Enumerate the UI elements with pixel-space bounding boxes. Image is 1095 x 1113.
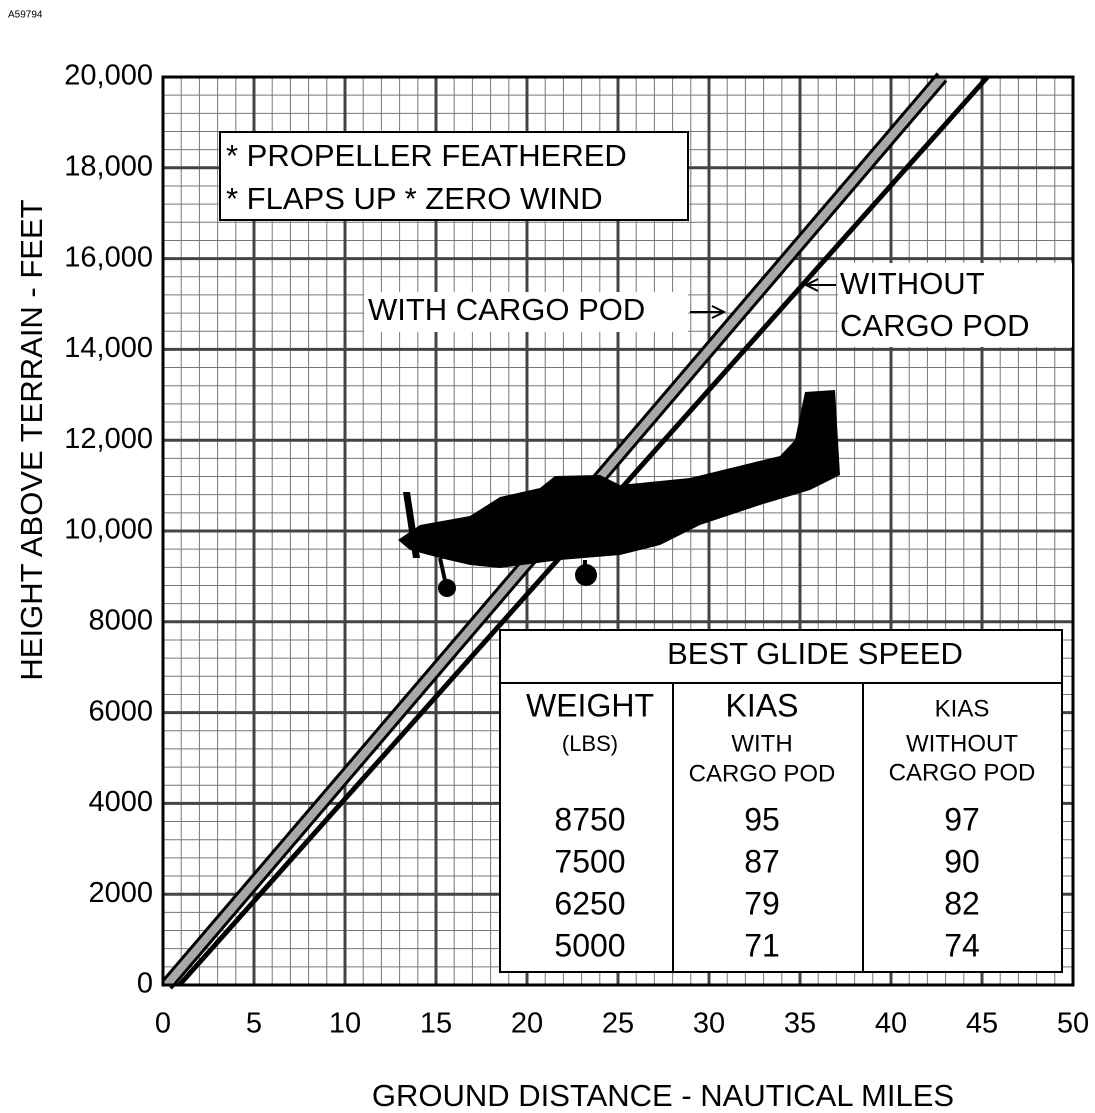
table-cell: 90 xyxy=(944,843,980,879)
table-header: WITHOUT xyxy=(906,730,1018,757)
table-cell: 74 xyxy=(944,927,980,963)
x-tick-label: 40 xyxy=(875,1008,907,1040)
y-axis-label: HEIGHT ABOVE TERRAIN - FEET xyxy=(14,199,49,680)
table-header: WITH xyxy=(731,730,792,757)
x-tick-label: 35 xyxy=(784,1008,816,1040)
y-tick-label: 4000 xyxy=(88,786,153,818)
y-tick-label: 16,000 xyxy=(64,241,153,273)
y-tick-label: 0 xyxy=(137,968,153,1000)
table-cell: 8750 xyxy=(554,801,625,837)
table-header: KIAS xyxy=(935,695,990,722)
wheel xyxy=(575,564,597,586)
x-axis-label: GROUND DISTANCE - NAUTICAL MILES xyxy=(372,1078,954,1113)
wheel xyxy=(438,579,456,597)
note: * FLAPS UP * ZERO WIND xyxy=(226,181,603,216)
table-cell: 7500 xyxy=(554,843,625,879)
glide-table: BEST GLIDE SPEED WEIGHT (LBS) KIAS WITH CARG… xyxy=(500,630,1062,972)
table-header: (LBS) xyxy=(562,731,618,756)
x-tick-label: 45 xyxy=(966,1008,998,1040)
chart: A59794 HEIGHT ABOVE TERRAIN - FEET GROUN… xyxy=(0,0,1095,1113)
table-cell: 95 xyxy=(744,801,780,837)
page: A59794 HEIGHT ABOVE TERRAIN - FEET GROUN… xyxy=(0,0,1095,1113)
x-tick-label: 25 xyxy=(602,1008,634,1040)
x-tick-label: 10 xyxy=(329,1008,361,1040)
table-header: CARGO POD xyxy=(689,760,836,787)
table-cell: 87 xyxy=(744,843,780,879)
figure-id: A59794 xyxy=(8,10,43,21)
arrow xyxy=(806,279,836,291)
table-header: CARGO POD xyxy=(889,759,1036,786)
y-tick-label: 6000 xyxy=(88,695,153,727)
x-tick-label: 15 xyxy=(420,1008,452,1040)
table-title: BEST GLIDE SPEED xyxy=(667,636,963,671)
series-label: WITH CARGO POD xyxy=(368,292,645,327)
table-header: WEIGHT xyxy=(526,687,654,723)
x-tick-label: 50 xyxy=(1057,1008,1089,1040)
x-tick-label: 30 xyxy=(693,1008,725,1040)
arrow xyxy=(690,306,724,318)
note: * PROPELLER FEATHERED xyxy=(226,138,627,173)
table-cell: 71 xyxy=(744,927,780,963)
y-tick-label: 14,000 xyxy=(64,332,153,364)
table-cell: 79 xyxy=(744,885,780,921)
y-tick-label: 12,000 xyxy=(64,423,153,455)
x-tick-label: 20 xyxy=(511,1008,543,1040)
y-tick-label: 20,000 xyxy=(64,60,153,92)
y-tick-label: 8000 xyxy=(88,604,153,636)
y-tick-label: 18,000 xyxy=(64,150,153,182)
series-label: WITHOUT CARGO POD xyxy=(838,263,1072,347)
x-tick-label: 0 xyxy=(155,1008,171,1040)
table-cell: 82 xyxy=(944,885,980,921)
y-tick-label: 10,000 xyxy=(64,514,153,546)
table-cell: 5000 xyxy=(554,927,625,963)
y-tick-label: 2000 xyxy=(88,877,153,909)
table-cell: 97 xyxy=(944,801,980,837)
table-cell: 6250 xyxy=(554,885,625,921)
table-header: KIAS xyxy=(726,687,799,723)
x-tick-label: 5 xyxy=(246,1008,262,1040)
